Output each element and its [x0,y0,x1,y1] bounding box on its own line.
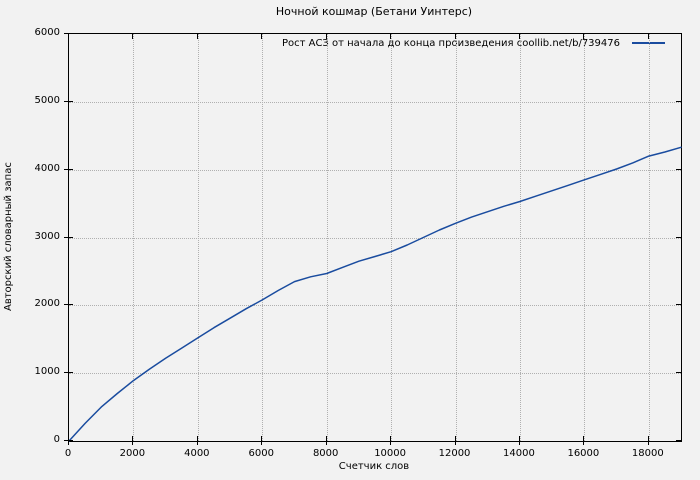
y-tick-label: 6000 [34,27,60,38]
x-tick-label: 10000 [374,448,406,459]
x-tick-top [390,34,392,39]
y-tick-left [64,33,73,34]
x-tick-bottom [196,436,198,445]
x-tick-label: 18000 [631,448,664,459]
x-tick-top [261,34,263,39]
y-tick-left [64,168,73,170]
y-gridline [69,305,681,307]
x-tick-top [454,34,456,39]
x-tick-bottom [583,436,585,445]
y-tick-left [64,372,73,374]
y-gridline [69,169,681,171]
x-tick-bottom [518,436,520,445]
x-tick-bottom [454,436,456,445]
x-tick-bottom [132,436,134,445]
x-tick-label: 8000 [312,448,339,459]
y-tick-right [676,236,681,238]
x-axis-label: Счетчик слов [338,461,410,472]
y-tick-label: 3000 [34,230,60,242]
y-tick-right [676,33,681,34]
x-tick-label: 16000 [567,448,600,459]
legend-label: Рост АСЗ от начала до конца произведения… [281,37,620,49]
x-tick-top [325,34,327,39]
legend: Рост АСЗ от начала до конца произведения… [282,36,665,50]
series-line [68,146,682,442]
x-tick-bottom [390,436,392,445]
x-tick-top [583,34,585,39]
legend-line-sample-icon [632,42,665,44]
y-tick-left [64,236,73,238]
y-tick-label: 2000 [34,298,60,310]
y-tick-label: 4000 [34,162,60,174]
y-tick-right [676,100,681,102]
plot-area [68,33,682,442]
x-tick-label: 6000 [248,448,274,459]
y-gridline [69,101,681,103]
x-tick-bottom [325,436,327,445]
data-curve [68,146,682,442]
x-tick-top [518,34,520,39]
x-tick-top [647,34,649,39]
x-tick-label: 12000 [438,448,471,459]
x-tick-label: 2000 [119,448,146,459]
y-tick-right [676,168,681,170]
x-tick-bottom [647,436,649,445]
x-tick-top [68,34,69,39]
x-tick-top [132,34,134,39]
y-gridline [69,373,681,375]
x-tick-bottom [261,436,263,445]
y-tick-left [64,440,73,441]
x-tick-label: 4000 [184,448,210,459]
y-tick-left [64,304,73,306]
y-tick-right [676,440,681,441]
y-tick-label: 5000 [34,94,60,106]
x-tick-top [196,34,198,39]
y-tick-left [64,100,73,102]
y-tick-right [676,372,681,374]
x-tick-label: 0 [64,448,72,459]
y-tick-label: 1000 [34,366,60,378]
chart-title: Ночной кошмар (Бетани Уинтерс) [275,5,473,18]
y-gridline [69,237,681,239]
y-tick-label: 0 [53,434,60,445]
y-tick-right [676,304,681,306]
x-tick-label: 14000 [503,448,535,459]
